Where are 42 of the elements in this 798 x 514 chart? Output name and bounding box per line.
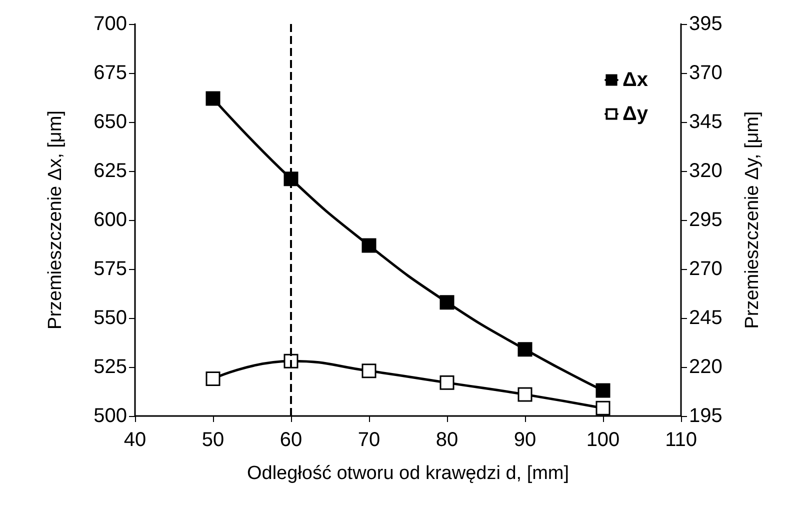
y2-tick-label: 370	[689, 62, 722, 84]
x-tick-label: 110	[665, 429, 697, 451]
y2-tick-label: 270	[689, 258, 722, 280]
point	[518, 387, 532, 402]
y-tick-label: 550	[94, 307, 127, 329]
x-tick-label: 50	[202, 429, 224, 451]
x-tick-label: 80	[436, 429, 458, 451]
point	[206, 372, 220, 386]
point	[440, 375, 454, 390]
point	[518, 342, 532, 357]
y2-tick-label: 295	[689, 209, 722, 231]
y2-tick-label: 195	[689, 405, 722, 427]
legend-label: Δy	[622, 103, 649, 125]
x-tick-label: 60	[280, 429, 302, 451]
x-tick-label: 40	[124, 429, 146, 451]
y-axis-title: Przemieszczenie Δx, [μm]	[45, 110, 66, 330]
y2-tick-label: 320	[689, 160, 722, 182]
point	[596, 400, 610, 416]
y2-tick-label: 220	[689, 356, 722, 378]
point	[206, 91, 220, 106]
x-tick-label: 90	[514, 429, 536, 451]
y2-tick-label: 245	[689, 307, 722, 329]
y-tick-label: 600	[94, 209, 127, 231]
x-axis-title: Odległość otworu od krawędzi d, [mm]	[246, 463, 570, 484]
y-tick-label: 575	[94, 258, 127, 280]
point	[440, 295, 454, 310]
point	[284, 172, 298, 186]
y-tick-label: 675	[94, 62, 127, 84]
x-tick-label: 100	[586, 429, 620, 451]
y2-tick-label: 345	[689, 111, 722, 133]
y2-axis-title: Przemieszczenie Δy, [μm]	[742, 111, 763, 329]
y-tick-label: 500	[94, 405, 127, 427]
point	[362, 364, 376, 378]
y2-tick-label: 395	[689, 13, 722, 35]
y-tick-label: 525	[94, 356, 127, 378]
legend-label: Δx	[622, 69, 648, 91]
point	[596, 383, 610, 398]
point	[362, 238, 376, 253]
y-tick-label: 650	[94, 111, 127, 133]
y-tick-label: 700	[94, 13, 127, 35]
x-tick-label: 70	[358, 429, 380, 451]
y-tick-label: 625	[94, 160, 127, 182]
